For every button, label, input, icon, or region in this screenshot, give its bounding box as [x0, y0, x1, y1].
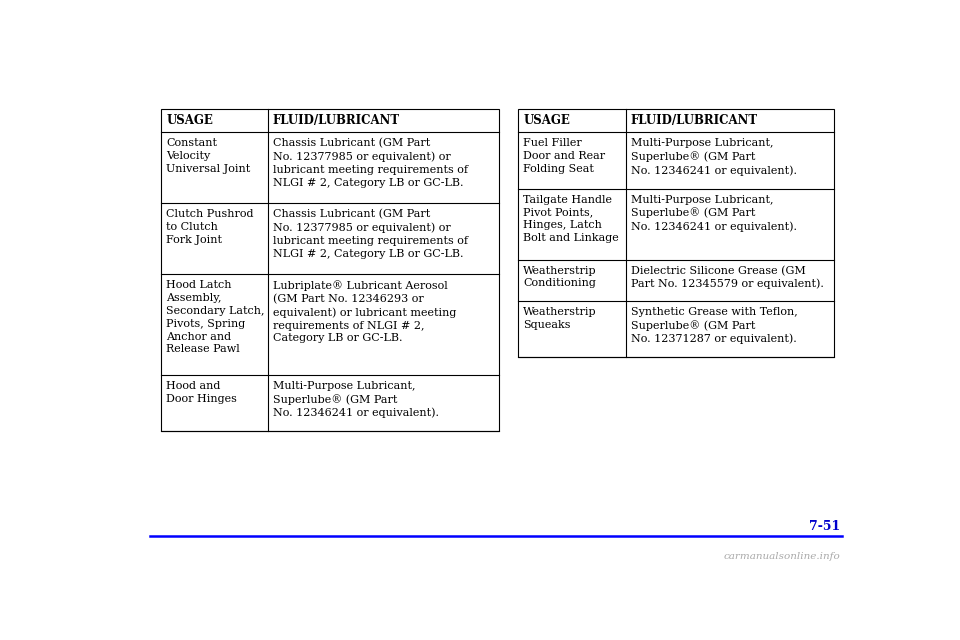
Text: FLUID/LUBRICANT: FLUID/LUBRICANT — [273, 114, 400, 127]
Text: Lubriplate® Lubricant Aerosol
(GM Part No. 12346293 or
equivalent) or lubricant : Lubriplate® Lubricant Aerosol (GM Part N… — [273, 280, 456, 344]
Text: USAGE: USAGE — [166, 114, 213, 127]
Text: Hood and
Door Hinges: Hood and Door Hinges — [166, 381, 237, 404]
Text: Multi-Purpose Lubricant,
Superlube® (GM Part
No. 12346241 or equivalent).: Multi-Purpose Lubricant, Superlube® (GM … — [631, 138, 797, 176]
Text: Tailgate Handle
Pivot Points,
Hinges, Latch
Bolt and Linkage: Tailgate Handle Pivot Points, Hinges, La… — [523, 195, 619, 243]
Text: Multi-Purpose Lubricant,
Superlube® (GM Part
No. 12346241 or equivalent).: Multi-Purpose Lubricant, Superlube® (GM … — [631, 195, 797, 232]
Text: Multi-Purpose Lubricant,
Superlube® (GM Part
No. 12346241 or equivalent).: Multi-Purpose Lubricant, Superlube® (GM … — [273, 381, 439, 419]
Text: Dielectric Silicone Grease (GM
Part No. 12345579 or equivalent).: Dielectric Silicone Grease (GM Part No. … — [631, 266, 824, 289]
Text: Weatherstrip
Squeaks: Weatherstrip Squeaks — [523, 307, 597, 330]
Text: Chassis Lubricant (GM Part
No. 12377985 or equivalent) or
lubricant meeting requ: Chassis Lubricant (GM Part No. 12377985 … — [273, 138, 468, 188]
Text: Synthetic Grease with Teflon,
Superlube® (GM Part
No. 12371287 or equivalent).: Synthetic Grease with Teflon, Superlube®… — [631, 307, 798, 344]
Text: Clutch Pushrod
to Clutch
Fork Joint: Clutch Pushrod to Clutch Fork Joint — [166, 209, 253, 245]
Text: Weatherstrip
Conditioning: Weatherstrip Conditioning — [523, 266, 597, 289]
Text: carmanualsonline.info: carmanualsonline.info — [724, 552, 840, 561]
Bar — [161, 109, 499, 431]
Text: FLUID/LUBRICANT: FLUID/LUBRICANT — [631, 114, 757, 127]
Text: Chassis Lubricant (GM Part
No. 12377985 or equivalent) or
lubricant meeting requ: Chassis Lubricant (GM Part No. 12377985 … — [273, 209, 468, 259]
Text: Fuel Filler
Door and Rear
Folding Seat: Fuel Filler Door and Rear Folding Seat — [523, 138, 606, 174]
Text: USAGE: USAGE — [523, 114, 570, 127]
Text: Constant
Velocity
Universal Joint: Constant Velocity Universal Joint — [166, 138, 251, 174]
Text: Hood Latch
Assembly,
Secondary Latch,
Pivots, Spring
Anchor and
Release Pawl: Hood Latch Assembly, Secondary Latch, Pi… — [166, 280, 265, 355]
Text: 7-51: 7-51 — [809, 520, 840, 532]
Bar — [518, 109, 834, 357]
